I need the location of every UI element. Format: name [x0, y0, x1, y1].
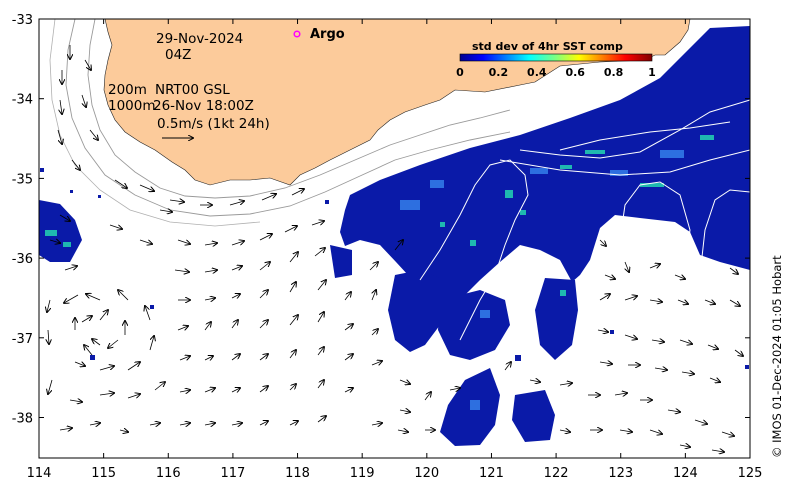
colorbar-tick-label: 0.4: [527, 66, 547, 79]
lat-tick-label: -37: [12, 332, 33, 347]
colorbar-tick-label: 0.2: [489, 66, 509, 79]
colorbar-tick-label: 0.6: [565, 66, 585, 79]
sst-patch-mid: [330, 245, 352, 278]
contour-1000m: [65, 19, 511, 217]
scale-label: 0.5m/s (1kt 24h): [157, 116, 270, 132]
sst-data-layer: [39, 26, 750, 446]
lat-tick-label: -33: [12, 13, 33, 28]
longitude-axis: 114 115 116 117 118 119 120 121 122 123 124 125: [27, 19, 763, 481]
lat-tick-label: -36: [12, 252, 33, 267]
depth-label-200m: 200m: [108, 82, 147, 98]
lon-tick-label: 117: [220, 466, 245, 481]
lat-tick-label: -34: [12, 93, 33, 108]
sst-patch-south-3: [535, 278, 578, 360]
colorbar-title: std dev of 4hr SST comp: [472, 40, 623, 53]
coastal-current-arrows: [57, 45, 304, 205]
sst-patch-south-1: [388, 270, 450, 352]
depth-label-1000m: 1000m: [108, 98, 156, 114]
argo-label: Argo: [310, 27, 345, 42]
velocity-arrows: [47, 210, 743, 452]
ssh-contours: [419, 99, 750, 341]
lon-tick-label: 118: [285, 466, 310, 481]
lat-tick-label: -38: [12, 412, 33, 427]
contour-200m: [87, 19, 511, 199]
colorbar-gradient: [459, 53, 653, 62]
lon-tick-label: 124: [673, 466, 698, 481]
plot-frame: [38, 18, 751, 459]
eddy-arrows: [81, 310, 119, 356]
product-time-label: 26-Nov 18:00Z: [153, 98, 254, 114]
sst-patch-south-5: [512, 390, 555, 442]
argo-marker: [293, 30, 301, 38]
latitude-axis: -33 -34 -35 -36 -37 -38: [12, 13, 750, 427]
colorbar-tick-label: 0: [456, 66, 464, 79]
contour-extra: [49, 19, 261, 227]
colorbar-tick-label: 1: [648, 66, 656, 79]
colorbar: std dev of 4hr SST comp 0 0.2 0.4 0.6 0.8 1: [456, 40, 656, 79]
credit-label: © IMOS 01-Dec-2024 01:05 Hobart: [770, 255, 784, 458]
lat-tick-label: -35: [12, 172, 33, 187]
lon-tick-label: 114: [27, 466, 52, 481]
lon-tick-label: 115: [91, 466, 116, 481]
sst-patch-south-2: [438, 290, 510, 360]
product-label: NRT00 GSL: [155, 82, 230, 98]
lon-tick-label: 125: [738, 466, 763, 481]
lon-tick-label: 120: [414, 466, 439, 481]
lon-tick-label: 121: [479, 466, 504, 481]
sst-patch-west: [39, 200, 82, 262]
time-label: 04Z: [165, 47, 191, 63]
lon-tick-label: 119: [350, 466, 375, 481]
lon-tick-label: 123: [608, 466, 633, 481]
lon-tick-label: 122: [544, 466, 569, 481]
date-label: 29-Nov-2024: [156, 31, 243, 47]
colorbar-tick-label: 0.8: [604, 66, 624, 79]
lon-tick-label: 116: [156, 466, 181, 481]
